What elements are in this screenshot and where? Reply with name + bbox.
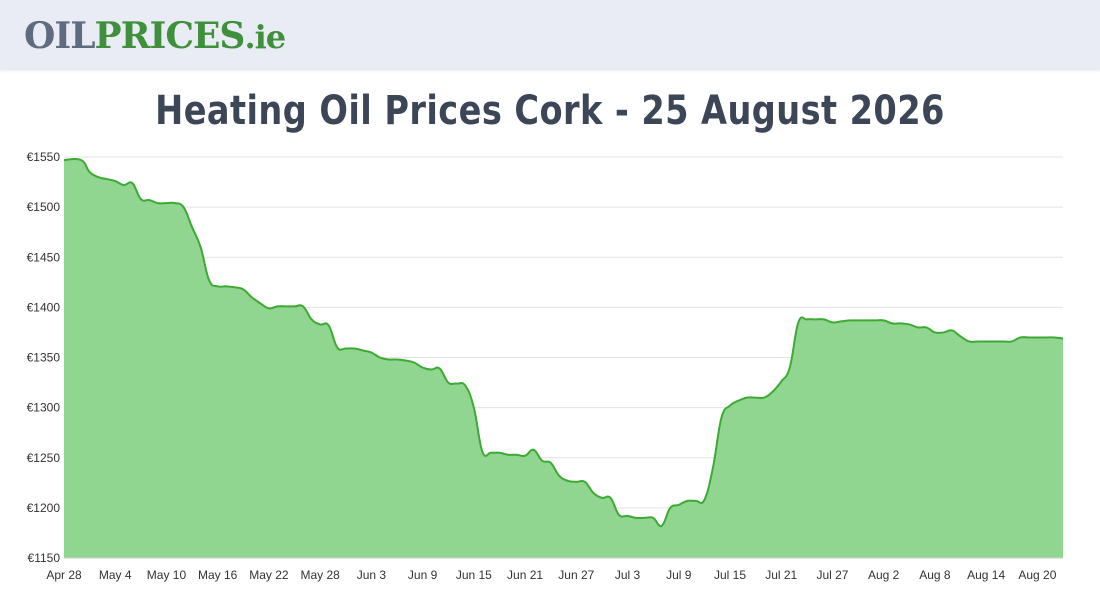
x-tick-label: May 16 [198, 568, 238, 582]
price-area-fill [64, 158, 1063, 559]
x-tick-label: Aug 8 [919, 568, 951, 582]
y-tick-label: €1550 [27, 150, 61, 164]
x-tick-label: Jul 15 [714, 568, 746, 582]
x-tick-label: Jul 27 [816, 568, 848, 582]
x-tick-label: Jun 15 [456, 568, 492, 582]
x-tick-label: Jun 27 [558, 568, 594, 582]
logo-prices: PRICES [94, 15, 246, 57]
x-tick-label: May 4 [99, 568, 132, 582]
x-tick-label: Jun 9 [408, 568, 438, 582]
x-tick-label: Aug 14 [967, 568, 1005, 582]
y-tick-label: €1400 [27, 300, 61, 314]
y-tick-label: €1300 [27, 401, 61, 415]
price-line [63, 157, 1064, 528]
y-tick-label: €1200 [27, 501, 61, 515]
x-tick-label: Jul 9 [666, 568, 692, 582]
x-tick-label: Jun 21 [507, 568, 543, 582]
x-axis: Apr 28 May 4 May 10 May 16 May 22 May 28 Jun 3… [46, 557, 1063, 582]
x-tick-label: Aug 20 [1018, 568, 1056, 582]
logo-domain: .ie [244, 18, 286, 56]
site-logo[interactable]: OILPRICES.ie [24, 15, 286, 57]
x-tick-label: May 28 [300, 568, 340, 582]
site-header: OILPRICES.ie [0, 0, 1100, 70]
page-title: Heating Oil Prices Cork - 25 August 2026 [155, 88, 945, 134]
y-axis: €1150 €1200 €1250 €1300 €1350 €1400 €1450 €1500… [27, 150, 61, 565]
y-tick-label: €1450 [27, 250, 61, 264]
y-tick-label: €1350 [27, 351, 61, 365]
logo-oil: OIL [24, 15, 96, 57]
x-tick-label: May 22 [249, 568, 289, 582]
x-tick-label: Apr 28 [46, 568, 82, 582]
x-tick-label: Jul 21 [765, 568, 797, 582]
y-tick-label: €1150 [28, 551, 61, 565]
x-tick-label: Aug 2 [868, 568, 900, 582]
x-tick-label: May 10 [147, 568, 187, 582]
price-chart: €1150 €1200 €1250 €1300 €1350 €1400 €1450 €1500… [27, 150, 1064, 582]
x-tick-label: Jul 3 [615, 568, 641, 582]
y-tick-label: €1500 [27, 200, 61, 214]
y-tick-label: €1250 [27, 451, 61, 465]
x-tick-label: Jun 3 [357, 568, 387, 582]
chart-area-series [63, 157, 1064, 559]
